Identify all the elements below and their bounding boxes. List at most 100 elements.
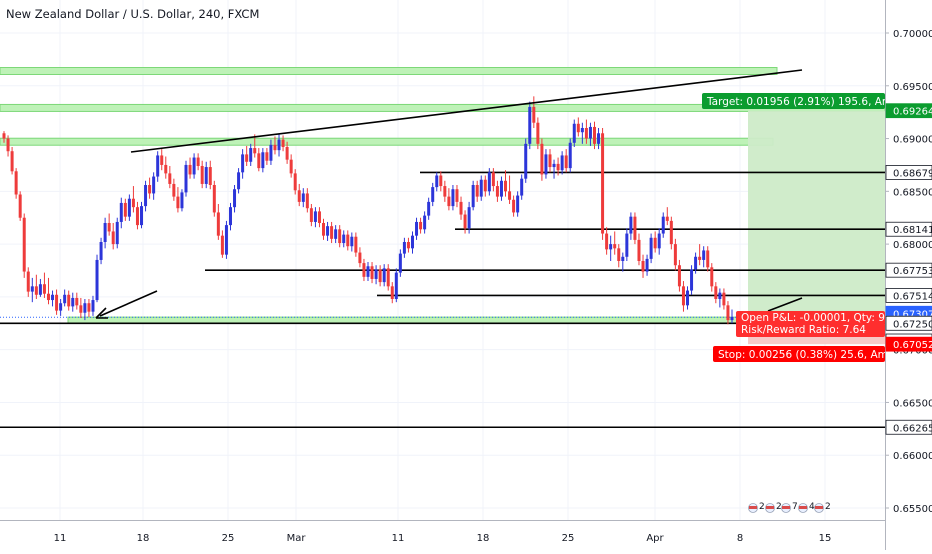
candle-body (443, 186, 447, 197)
candle-body (55, 294, 59, 311)
candle-body (698, 256, 702, 260)
time-tick-label: Apr (646, 533, 664, 544)
candle-body (362, 263, 366, 277)
time-axis-background (0, 521, 885, 550)
price-tick-label: 0.70000 (893, 29, 932, 40)
time-tick-label: 25 (222, 533, 235, 544)
candle-body (512, 199, 516, 213)
candle-body (467, 207, 471, 229)
candle-body (342, 234, 346, 244)
price-tag-label: 0.68679 (893, 168, 932, 179)
candle-body (301, 193, 305, 202)
candle-body (524, 143, 528, 179)
candle-body (22, 217, 26, 272)
candle-body (390, 286, 394, 299)
candle-body (702, 250, 706, 260)
candle-body (34, 286, 38, 295)
candle-body (374, 269, 378, 279)
long-position-tool[interactable] (748, 110, 885, 345)
price-tag-label: 0.68141 (893, 225, 932, 236)
candle-body (532, 106, 536, 123)
target-label: Target: 0.01956 (2.91%) 195.6, Am (706, 96, 892, 108)
candle-body (483, 179, 487, 192)
candle-body (99, 242, 103, 260)
candle-body (26, 271, 30, 292)
candle-body (350, 236, 354, 247)
candle-body (107, 223, 111, 232)
candle-body (657, 233, 661, 249)
candle-body (528, 106, 532, 144)
candle-body (592, 126, 596, 144)
position-profit-zone[interactable] (748, 110, 885, 318)
candle-body (653, 237, 657, 249)
candle-body (63, 294, 67, 304)
candle-body (269, 144, 273, 161)
candle-body (83, 303, 87, 313)
candle-body (419, 221, 423, 230)
candle-body (285, 147, 289, 160)
candle-body (216, 212, 220, 236)
candle-body (228, 207, 232, 226)
econ-event-count: 2 (825, 502, 831, 512)
candle-body (710, 267, 714, 287)
econ-event-flag-stripe (815, 506, 823, 509)
econ-event-count: 4 (809, 502, 815, 512)
candle-body (463, 214, 467, 229)
candle-body (46, 293, 50, 301)
candle-body (410, 235, 414, 249)
candle-body (479, 179, 483, 197)
candle-body (30, 286, 34, 292)
candle-body (123, 202, 127, 217)
candle-body (564, 155, 568, 169)
candle-body (253, 148, 257, 154)
candle-body (265, 152, 269, 161)
candle-body (681, 286, 685, 306)
price-tag-label: 0.66265 (893, 423, 932, 434)
econ-event-flag-stripe (749, 506, 757, 509)
candle-body (673, 244, 677, 266)
candle-body (305, 193, 309, 209)
candle-body (665, 216, 669, 221)
candle-body (588, 126, 592, 139)
candle-body (435, 175, 439, 188)
candle-body (334, 229, 338, 239)
candle-body (249, 148, 253, 162)
econ-event-count: 2 (776, 502, 782, 512)
candle-body (669, 220, 673, 245)
price-tag-label: 0.67307 (893, 309, 932, 320)
candle-body (91, 300, 95, 312)
candle-body (601, 133, 605, 234)
candle-body (326, 226, 330, 236)
candle-body (200, 166, 204, 184)
price-tick-label: 0.68000 (893, 240, 932, 251)
candle-body (59, 303, 63, 311)
candle-body (730, 316, 734, 321)
candle-body (645, 258, 649, 272)
candle-body (613, 244, 617, 249)
candle-body (427, 201, 431, 216)
candle-body (370, 266, 374, 279)
candle-body (597, 133, 601, 144)
candle-body (406, 242, 410, 249)
candle-body (338, 229, 342, 244)
rr-label: Risk/Reward Ratio: 7.64 (741, 324, 866, 336)
price-tag-box (885, 165, 932, 180)
price-tag-box (885, 336, 932, 352)
time-tick-label: 8 (737, 533, 743, 544)
candle-body (79, 305, 83, 313)
candle-body (224, 225, 228, 255)
candle-body (208, 167, 212, 185)
candle-body (164, 164, 168, 174)
rr-label-box (736, 323, 885, 337)
candle-body (233, 189, 237, 208)
candle-body (140, 206, 144, 226)
candle-body (111, 231, 115, 245)
time-tick-label: 18 (137, 533, 150, 544)
candle-body (144, 185, 148, 207)
price-tag-box (885, 103, 932, 119)
candle-body (257, 153, 261, 169)
candle-body (241, 154, 245, 173)
drawings (95, 69, 803, 319)
